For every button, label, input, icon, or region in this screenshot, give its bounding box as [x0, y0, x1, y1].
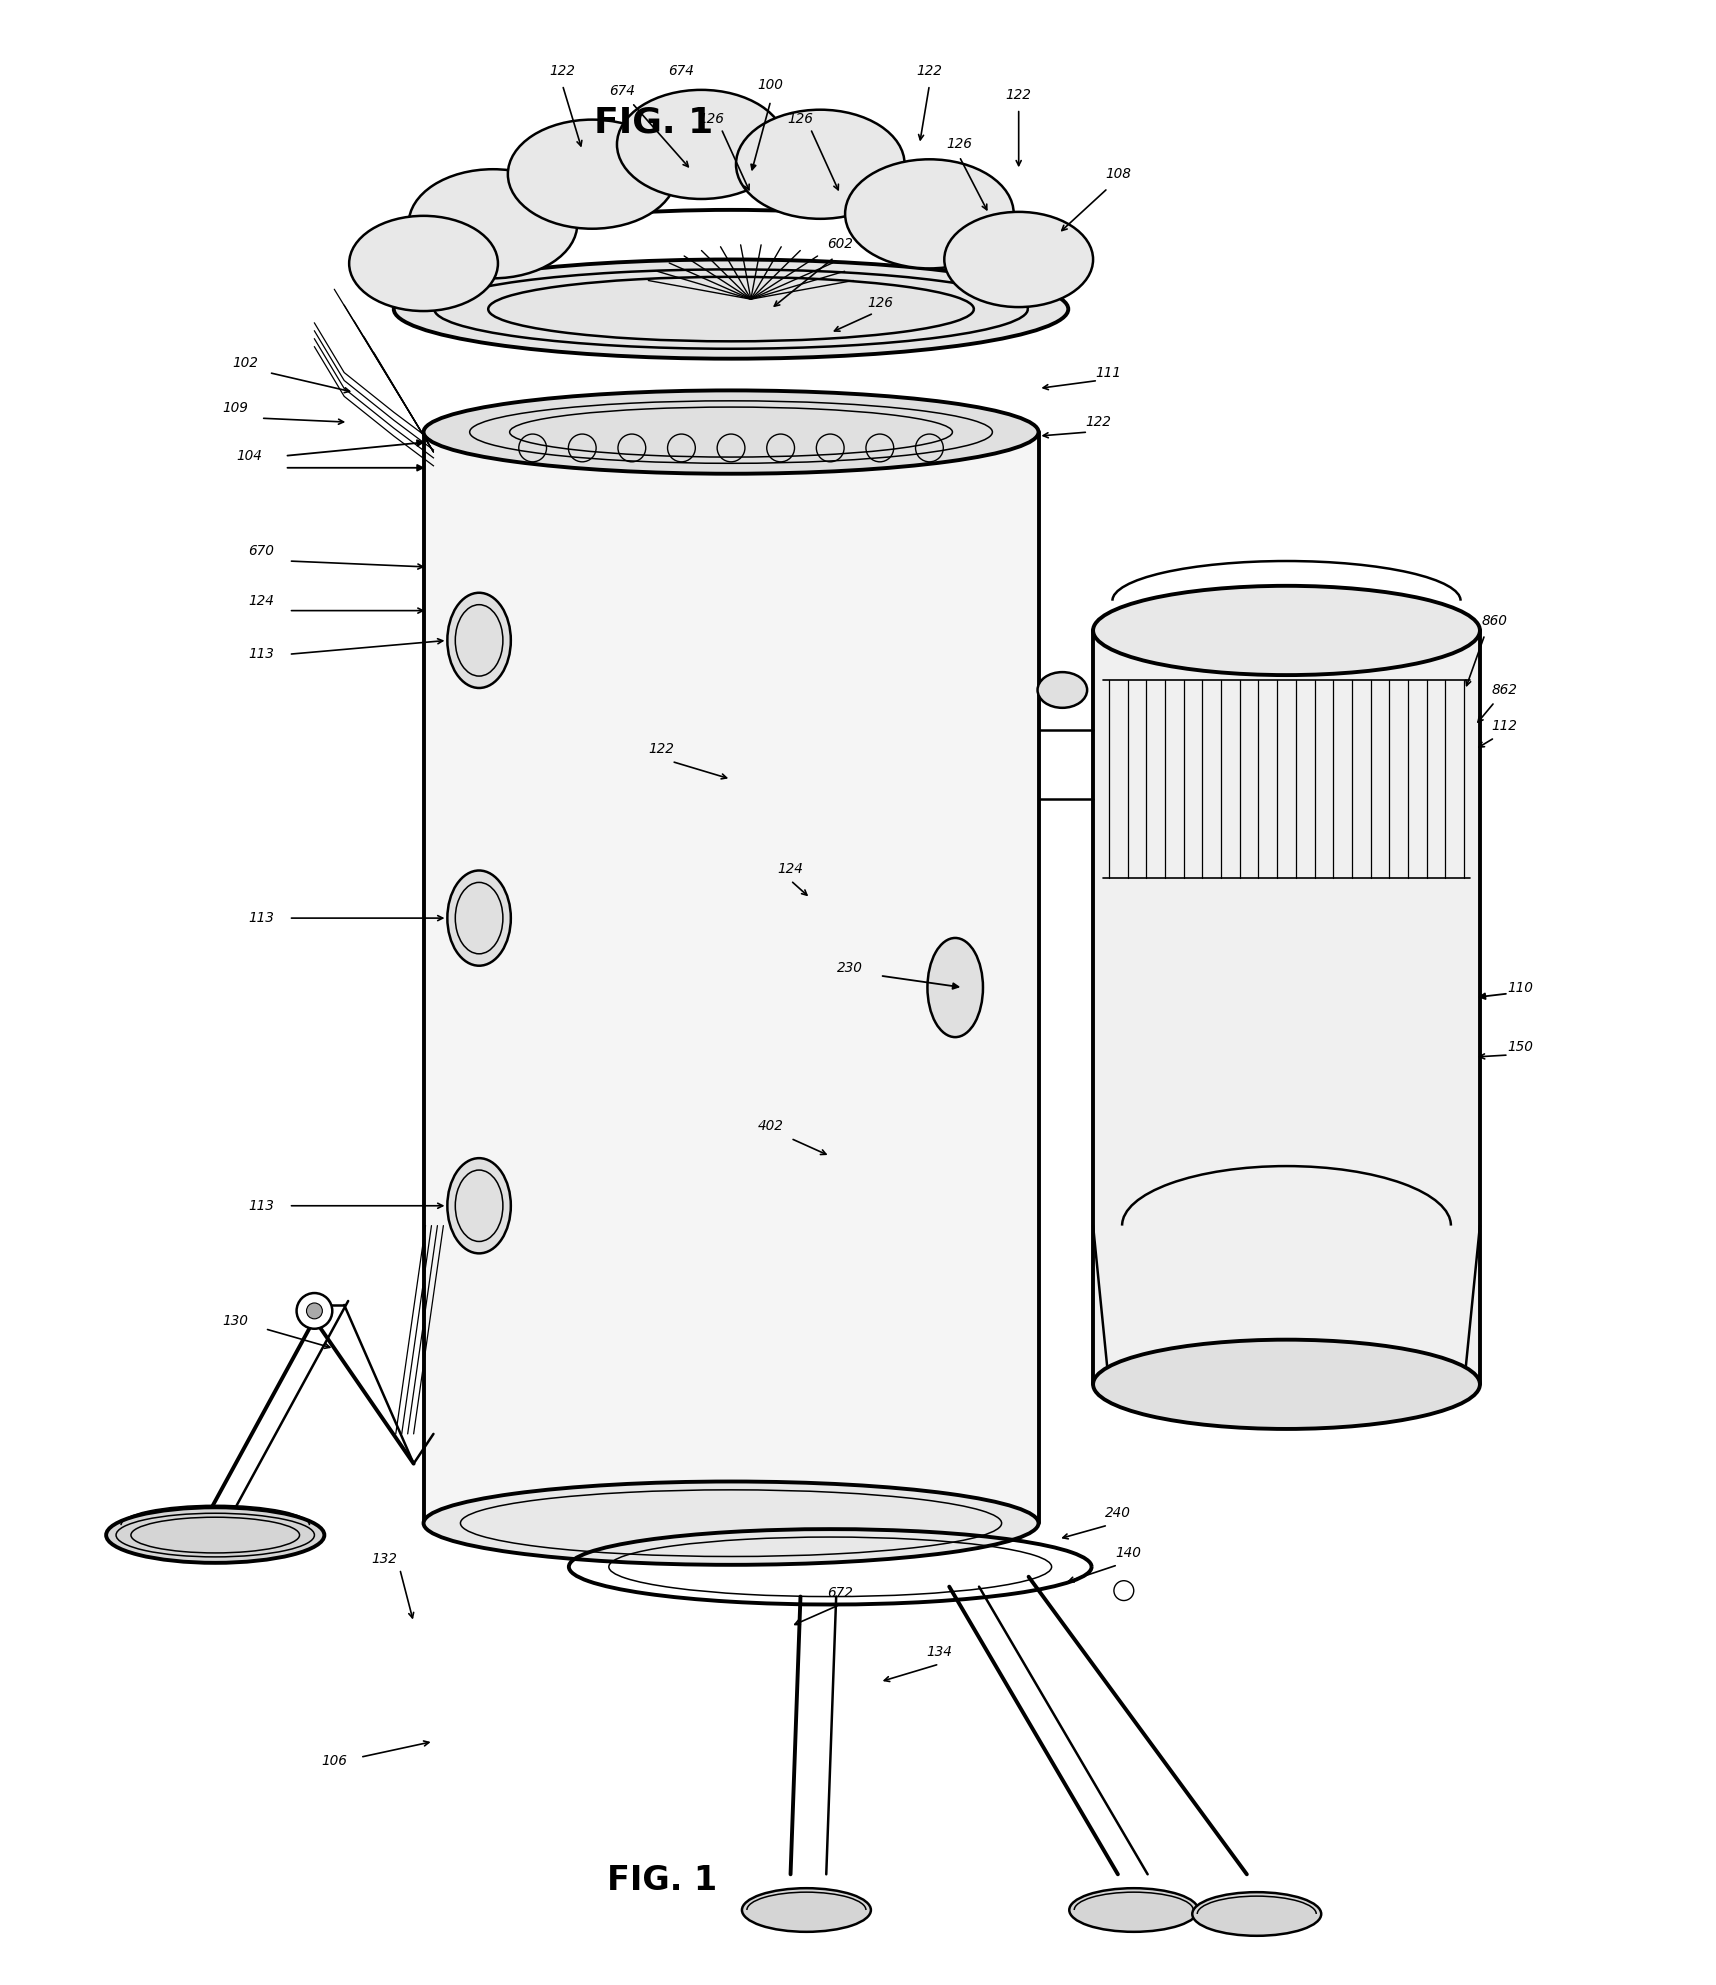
Ellipse shape: [448, 1157, 511, 1253]
Ellipse shape: [844, 159, 1014, 268]
Ellipse shape: [448, 871, 511, 967]
Text: 862: 862: [1491, 683, 1517, 697]
Text: 104: 104: [237, 449, 263, 463]
Ellipse shape: [408, 169, 577, 278]
Text: 108: 108: [1105, 167, 1131, 181]
Text: 110: 110: [1508, 981, 1534, 994]
Text: 102: 102: [232, 355, 257, 369]
Text: 122: 122: [916, 64, 942, 77]
Ellipse shape: [508, 119, 676, 228]
Text: 124: 124: [247, 594, 275, 607]
Ellipse shape: [348, 216, 498, 312]
Text: 602: 602: [827, 236, 853, 250]
Text: 130: 130: [221, 1314, 249, 1328]
Text: 674: 674: [669, 64, 695, 77]
Ellipse shape: [424, 391, 1038, 474]
FancyBboxPatch shape: [424, 433, 1038, 1522]
Ellipse shape: [618, 89, 786, 198]
Text: 111: 111: [1095, 365, 1121, 379]
Text: 134: 134: [927, 1646, 952, 1659]
Text: 126: 126: [946, 137, 971, 151]
Ellipse shape: [448, 594, 511, 689]
Text: 402: 402: [758, 1120, 784, 1133]
Text: FIG. 1: FIG. 1: [606, 1864, 717, 1898]
FancyBboxPatch shape: [1093, 631, 1479, 1384]
Text: FIG. 1: FIG. 1: [594, 105, 714, 141]
Ellipse shape: [736, 109, 904, 218]
Text: 670: 670: [247, 544, 275, 558]
Ellipse shape: [1038, 673, 1088, 709]
Text: 150: 150: [1508, 1040, 1534, 1054]
Ellipse shape: [106, 1507, 324, 1562]
Ellipse shape: [1093, 1340, 1479, 1429]
Text: 674: 674: [609, 83, 635, 97]
Ellipse shape: [741, 1888, 872, 1931]
Text: 100: 100: [758, 77, 784, 91]
Text: 112: 112: [1491, 719, 1517, 732]
Text: 109: 109: [221, 401, 249, 415]
Ellipse shape: [1193, 1892, 1321, 1935]
Text: 126: 126: [867, 296, 892, 310]
Text: 140: 140: [1115, 1546, 1141, 1560]
Text: 122: 122: [1085, 415, 1110, 429]
Circle shape: [307, 1302, 323, 1318]
Ellipse shape: [1093, 586, 1479, 675]
Text: 672: 672: [827, 1586, 853, 1600]
Text: 113: 113: [247, 911, 275, 925]
Text: 122: 122: [549, 64, 575, 77]
Text: 124: 124: [777, 861, 803, 875]
Circle shape: [297, 1292, 333, 1328]
Ellipse shape: [927, 939, 983, 1036]
Text: 240: 240: [1105, 1507, 1131, 1521]
Text: 230: 230: [837, 961, 863, 975]
Text: 126: 126: [788, 111, 813, 125]
Text: 860: 860: [1483, 613, 1508, 627]
Ellipse shape: [393, 260, 1069, 359]
Text: 126: 126: [698, 111, 724, 125]
Ellipse shape: [944, 212, 1093, 308]
Ellipse shape: [424, 1481, 1038, 1564]
Text: 122: 122: [1006, 87, 1031, 101]
Text: 113: 113: [247, 1199, 275, 1213]
Text: 122: 122: [649, 742, 674, 756]
Ellipse shape: [1069, 1888, 1198, 1931]
Text: 113: 113: [247, 647, 275, 661]
Text: 132: 132: [371, 1552, 396, 1566]
Text: 106: 106: [321, 1755, 347, 1769]
